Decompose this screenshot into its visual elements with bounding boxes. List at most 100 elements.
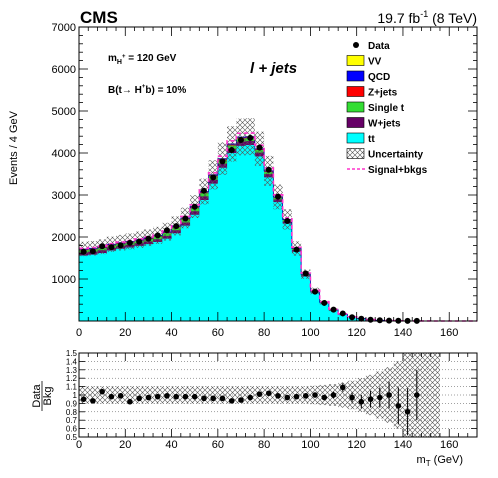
y-tick-label: 3000 bbox=[52, 190, 76, 202]
x-tick-label: 160 bbox=[440, 327, 458, 339]
ratio-y-tick-label: 0.8 bbox=[66, 408, 78, 417]
ratio-point bbox=[256, 391, 263, 397]
data-point bbox=[330, 306, 337, 313]
data-point bbox=[237, 136, 244, 143]
legend-label: Uncertainty bbox=[368, 150, 423, 161]
ratio-y-tick-label: 1 bbox=[73, 391, 78, 400]
ratio-points bbox=[80, 369, 420, 436]
legend-swatch bbox=[346, 55, 365, 66]
ratio-point bbox=[395, 403, 402, 409]
data-point bbox=[210, 174, 217, 181]
x-tick-label: 120 bbox=[347, 327, 365, 339]
ratio-point bbox=[312, 392, 318, 398]
ratio-point bbox=[136, 395, 142, 402]
x-tick-label: 20 bbox=[119, 327, 131, 339]
ratio-point bbox=[321, 394, 328, 401]
ratio-point bbox=[108, 393, 115, 400]
y-tick-label: 1000 bbox=[52, 274, 76, 286]
legend-label: Single t bbox=[368, 103, 405, 114]
ratio-point bbox=[210, 395, 217, 402]
ratio-plot: 0 20 40 60 80 100 120 140 160 0.50.60.70.80.911.… bbox=[31, 349, 478, 468]
ratio-point bbox=[358, 398, 365, 405]
ratio-point bbox=[284, 394, 291, 401]
y-axis-label: Events / 4 GeV bbox=[8, 110, 20, 185]
stack-tt bbox=[79, 145, 422, 321]
data-point bbox=[247, 134, 254, 141]
data-point bbox=[275, 193, 281, 200]
ratio-point bbox=[265, 390, 272, 397]
ratio-point bbox=[228, 398, 235, 404]
ratio-uncertainty-bin bbox=[236, 386, 246, 404]
legend-swatch bbox=[346, 70, 365, 82]
x-tick-label: 40 bbox=[165, 327, 177, 339]
legend-item-w-jets: W+jets bbox=[346, 117, 401, 130]
ratio-point bbox=[367, 396, 374, 403]
data-point bbox=[339, 310, 346, 317]
ratio-x-tick-label: 140 bbox=[394, 439, 412, 451]
data-point bbox=[219, 158, 226, 165]
ratio-x-tick-label: 120 bbox=[347, 439, 365, 451]
data-point bbox=[80, 248, 87, 255]
data-point bbox=[358, 315, 365, 322]
ratio-point bbox=[293, 393, 300, 400]
data-point bbox=[108, 244, 115, 251]
legend-item-vv: VV bbox=[346, 55, 382, 68]
data-point bbox=[154, 232, 161, 239]
data-point bbox=[376, 317, 383, 324]
data-point bbox=[163, 227, 170, 234]
ratio-y-tick-label: 0.7 bbox=[66, 416, 78, 425]
ratio-point bbox=[99, 388, 105, 395]
ratio-uncertainty-bin bbox=[217, 386, 228, 404]
data-point bbox=[173, 223, 180, 230]
ratio-point bbox=[339, 384, 346, 391]
ratio-x-tick-label: 80 bbox=[258, 439, 270, 451]
ratio-point bbox=[127, 398, 133, 405]
x-tick-label: 100 bbox=[301, 327, 319, 339]
legend-label: Data bbox=[368, 41, 390, 52]
legend-item-z-jets: Z+jets bbox=[346, 86, 398, 99]
data-point bbox=[99, 243, 106, 250]
legend-swatch bbox=[346, 117, 365, 128]
legend-swatch bbox=[346, 101, 365, 113]
data-point bbox=[302, 270, 309, 277]
ratio-point bbox=[302, 393, 309, 399]
ratio-uncertainty-bin bbox=[430, 353, 440, 437]
mass-annotation: mH+ = 120 GeV bbox=[108, 53, 177, 66]
ratio-y-tick-label: 1.4 bbox=[66, 357, 78, 366]
ratio-point bbox=[404, 409, 411, 415]
y-tick-label: 5000 bbox=[52, 106, 76, 118]
data-point bbox=[136, 238, 143, 245]
ratio-uncertainty-bin bbox=[97, 386, 107, 404]
legend-label: VV bbox=[368, 57, 382, 68]
ratio-y-tick-label: 1.3 bbox=[66, 366, 78, 375]
legend-label: Z+jets bbox=[368, 88, 398, 99]
legend-label: tt bbox=[368, 134, 375, 145]
x-tick-label: 80 bbox=[258, 327, 270, 339]
y-tick-label: 7000 bbox=[52, 22, 76, 34]
ratio-point bbox=[90, 398, 96, 404]
ratio-point bbox=[414, 392, 420, 398]
data-point bbox=[191, 203, 198, 210]
legend-label: Signal+bkgs bbox=[368, 165, 428, 176]
experiment-label: CMS bbox=[80, 8, 118, 27]
ratio-x-tick-label: 100 bbox=[301, 439, 319, 451]
ratio-point bbox=[219, 395, 226, 402]
ratio-uncertainty-bin bbox=[125, 386, 135, 404]
legend-item-signal-bkgs: Signal+bkgs bbox=[347, 165, 428, 176]
data-point bbox=[349, 314, 356, 321]
ratio-point bbox=[164, 393, 170, 399]
data-point bbox=[200, 187, 207, 194]
background-stack bbox=[78, 136, 477, 322]
data-point bbox=[293, 246, 300, 253]
legend-label: W+jets bbox=[368, 119, 401, 130]
y-tick-label: 4000 bbox=[52, 148, 76, 160]
data-point bbox=[145, 235, 152, 242]
ratio-point bbox=[80, 396, 87, 403]
ratio-y-tick-label: 1.1 bbox=[66, 383, 78, 392]
legend-item-qcd: QCD bbox=[346, 70, 390, 83]
x-tick-label: 0 bbox=[76, 327, 82, 339]
legend-item-data: Data bbox=[353, 41, 390, 52]
data-point bbox=[126, 239, 133, 246]
ratio-x-tick-label: 60 bbox=[212, 439, 224, 451]
